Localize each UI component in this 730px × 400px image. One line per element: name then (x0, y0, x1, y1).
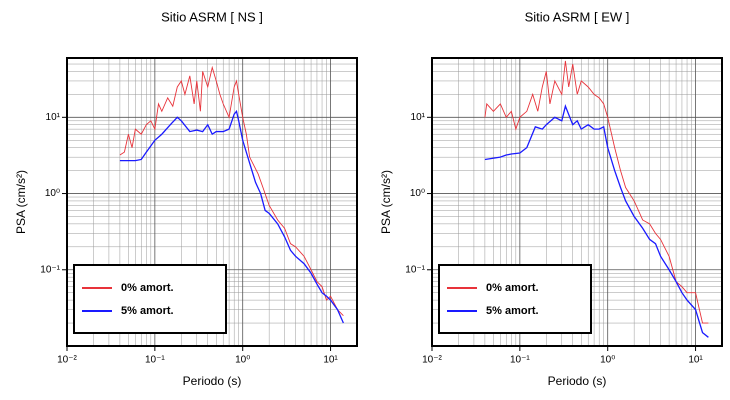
plot-frame (431, 57, 723, 347)
y-axis-label: PSA (cm/s²) (14, 170, 28, 234)
y-tick-label: 10¹ (46, 112, 61, 123)
y-tick-label: 10⁻¹ (40, 264, 60, 275)
y-tick-label: 10⁰ (410, 188, 425, 199)
series-line (119, 65, 344, 316)
series-line (484, 60, 709, 324)
x-tick-label: 10⁻¹ (510, 355, 530, 366)
y-axis-label: PSA (cm/s²) (379, 170, 393, 234)
x-tick-label: 10⁰ (235, 355, 250, 366)
x-tick-label: 10⁻² (422, 355, 442, 366)
legend-label: 5% amort. (486, 305, 539, 317)
x-axis-label: Periodo (s) (548, 374, 607, 388)
chart-title: Sitio ASRM [ EW ] (525, 9, 630, 24)
plot-frame (66, 57, 358, 347)
series-line (119, 109, 344, 324)
y-tick-label: 10⁻¹ (405, 264, 425, 275)
y-tick-label: 10¹ (411, 112, 426, 123)
chart: Sitio ASRM [ NS ] Periodo (s) PSA (cm/s²) 1… (14, 9, 358, 388)
chart: Sitio ASRM [ EW ] Periodo (s) PSA (cm/s²) 1… (379, 9, 723, 388)
legend-label: 0% amort. (121, 282, 174, 294)
x-tick-label: 10⁰ (600, 355, 615, 366)
legend-box (438, 264, 592, 334)
chart-title: Sitio ASRM [ NS ] (161, 9, 263, 24)
x-tick-label: 10¹ (688, 355, 703, 366)
x-tick-label: 10⁻¹ (145, 355, 165, 366)
legend-box (73, 264, 227, 334)
series-line (484, 104, 709, 338)
x-tick-label: 10¹ (323, 355, 338, 366)
legend-label: 0% amort. (486, 282, 539, 294)
x-tick-label: 10⁻² (57, 355, 77, 366)
y-tick-label: 10⁰ (45, 188, 60, 199)
x-axis-label: Periodo (s) (183, 374, 242, 388)
legend-label: 5% amort. (121, 305, 174, 317)
